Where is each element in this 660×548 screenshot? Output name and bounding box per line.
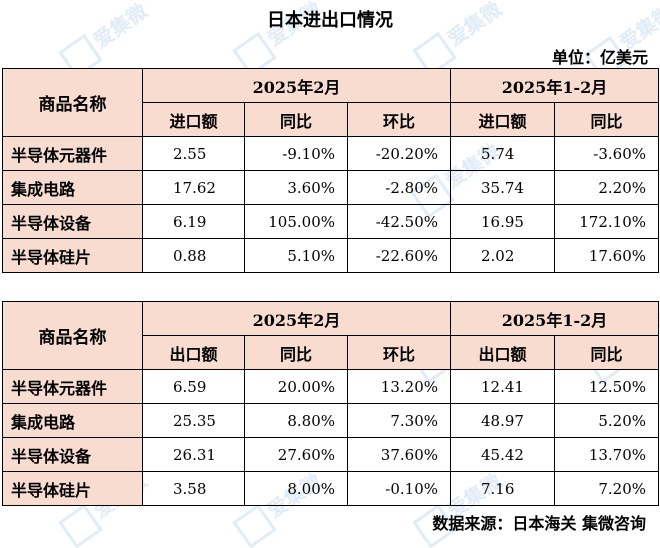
cell-yoy-ytd: 13.70% — [553, 437, 660, 472]
header-item-name: 商品名称 — [2, 301, 143, 370]
table-row: 半导体设备 26.31 27.60% 37.60% 45.42 13.70% — [2, 437, 660, 472]
cell-yoy-ytd: 2.20% — [553, 170, 660, 205]
cell-yoy: -9.10% — [244, 136, 348, 171]
cell-yoy-ytd: 5.20% — [553, 403, 660, 438]
cell-yoy: 105.00% — [244, 204, 348, 239]
unit-label: 单位：亿美元 — [551, 48, 648, 67]
cell-mom: -20.20% — [347, 136, 451, 171]
cell-yoy: 20.00% — [244, 369, 348, 404]
cell-mom: -2.80% — [347, 170, 451, 205]
cell-yoy: 3.60% — [244, 170, 348, 205]
cell-yoy-ytd: 17.60% — [553, 238, 660, 273]
header-period-ytd: 2025年1-2月 — [449, 68, 660, 103]
table-row: 半导体硅片 0.88 5.10% -22.60% 2.02 17.60% — [2, 238, 660, 273]
cell-amount-ytd: 12.41 — [450, 369, 555, 404]
row-name: 半导体硅片 — [2, 471, 143, 506]
header-mom: 环比 — [347, 335, 451, 370]
cell-yoy: 27.60% — [244, 437, 348, 472]
cell-yoy: 8.00% — [244, 471, 348, 506]
header-period-month: 2025年2月 — [142, 301, 451, 336]
header-item-name: 商品名称 — [2, 68, 143, 137]
table-row: 集成电路 25.35 8.80% 7.30% 48.97 5.20% — [2, 403, 660, 438]
cell-amount-ytd: 5.74 — [450, 136, 555, 171]
cell-mom: -42.50% — [347, 204, 451, 239]
table-row: 集成电路 17.62 3.60% -2.80% 35.74 2.20% — [2, 170, 660, 205]
cell-amount-ytd: 2.02 — [450, 238, 555, 273]
table-row: 半导体元器件 2.55 -9.10% -20.20% 5.74 -3.60% — [2, 136, 660, 171]
cell-yoy-ytd: 12.50% — [553, 369, 660, 404]
header-yoy-ytd: 同比 — [553, 102, 660, 137]
table-row: 半导体设备 6.19 105.00% -42.50% 16.95 172.10% — [2, 204, 660, 239]
cell-amount-ytd: 45.42 — [450, 437, 555, 472]
cell-amount-ytd: 7.16 — [450, 471, 555, 506]
import-table: 商品名称 2025年2月 2025年1-2月 进口额 同比 环比 进口额 同比 … — [2, 68, 660, 273]
cell-mom: 7.30% — [347, 403, 451, 438]
header-period-ytd: 2025年1-2月 — [449, 301, 660, 336]
row-name: 集成电路 — [2, 403, 143, 438]
row-name: 半导体设备 — [2, 204, 143, 239]
cell-mom: -22.60% — [347, 238, 451, 273]
source-note: 数据来源：日本海关 集微咨询 — [432, 514, 646, 533]
cell-amount: 25.35 — [142, 403, 245, 438]
cell-yoy-ytd: 7.20% — [553, 471, 660, 506]
table-subheader-row: 出口额 同比 环比 出口额 同比 — [3, 335, 660, 370]
cell-amount: 2.55 — [142, 136, 245, 171]
cell-amount-ytd: 16.95 — [450, 204, 555, 239]
header-mom: 环比 — [347, 102, 451, 137]
export-table: 商品名称 2025年2月 2025年1-2月 出口额 同比 环比 出口额 同比 … — [2, 301, 660, 506]
cell-mom: 37.60% — [347, 437, 451, 472]
header-amount-ytd: 出口额 — [450, 335, 555, 370]
row-name: 集成电路 — [2, 170, 143, 205]
header-yoy: 同比 — [244, 335, 348, 370]
cell-amount: 26.31 — [142, 437, 245, 472]
page-title: 日本进出口情况 — [267, 10, 393, 31]
table-subheader-row: 进口额 同比 环比 进口额 同比 — [3, 102, 660, 137]
row-name: 半导体元器件 — [2, 369, 143, 404]
table-header-row: 商品名称 2025年2月 2025年1-2月 — [2, 301, 660, 370]
cell-amount: 3.58 — [142, 471, 245, 506]
header-amount-ytd: 进口额 — [450, 102, 555, 137]
cell-yoy: 8.80% — [244, 403, 348, 438]
row-name: 半导体元器件 — [2, 136, 143, 171]
cell-amount: 6.59 — [142, 369, 245, 404]
row-name: 半导体硅片 — [2, 238, 143, 273]
table-row: 半导体硅片 3.58 8.00% -0.10% 7.16 7.20% — [2, 471, 660, 506]
cell-yoy: 5.10% — [244, 238, 348, 273]
cell-amount-ytd: 35.74 — [450, 170, 555, 205]
cell-amount: 17.62 — [142, 170, 245, 205]
cell-yoy-ytd: -3.60% — [553, 136, 660, 171]
header-amount: 进口额 — [142, 102, 245, 137]
cell-yoy-ytd: 172.10% — [553, 204, 660, 239]
header-yoy: 同比 — [244, 102, 348, 137]
header-yoy-ytd: 同比 — [553, 335, 660, 370]
cell-amount-ytd: 48.97 — [450, 403, 555, 438]
table-header-row: 商品名称 2025年2月 2025年1-2月 — [2, 68, 660, 137]
row-name: 半导体设备 — [2, 437, 143, 472]
cell-amount: 6.19 — [142, 204, 245, 239]
cell-mom: 13.20% — [347, 369, 451, 404]
table-row: 半导体元器件 6.59 20.00% 13.20% 12.41 12.50% — [2, 369, 660, 404]
cell-mom: -0.10% — [347, 471, 451, 506]
header-amount: 出口额 — [142, 335, 245, 370]
header-period-month: 2025年2月 — [142, 68, 451, 103]
cell-amount: 0.88 — [142, 238, 245, 273]
